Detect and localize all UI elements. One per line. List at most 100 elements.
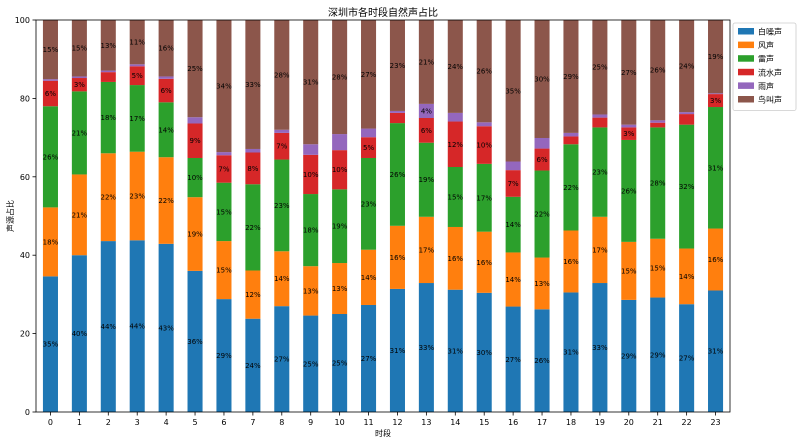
bar-segment-风声-20 [621, 241, 637, 300]
bar-segment-雷声-4 [158, 102, 174, 158]
bar-value-label: 32% [679, 183, 695, 191]
x-tick-label: 20 [624, 418, 634, 427]
bar-segment-风声-18 [563, 230, 579, 293]
legend-swatch [738, 28, 754, 35]
x-tick-label: 9 [308, 418, 313, 427]
bar-value-label: 24% [245, 362, 261, 370]
bar-segment-雨声-1 [71, 76, 87, 79]
bar-segment-风声-17 [534, 257, 550, 310]
bar-segment-风声-0 [42, 207, 58, 277]
legend-swatch [738, 96, 754, 103]
bar-value-label: 31% [448, 347, 464, 355]
bar-value-label: 31% [708, 348, 724, 356]
bar-segment-流水声-0 [42, 80, 58, 107]
chart-title: 深圳市各时段自然声占比 [328, 6, 438, 19]
bar-value-label: 27% [274, 356, 290, 364]
bar-segment-白噪声-18 [563, 292, 579, 412]
bar-value-label: 29% [563, 73, 579, 81]
x-tick-label: 13 [421, 418, 431, 427]
bar-value-label: 44% [129, 323, 145, 331]
bar-segment-流水声-8 [274, 132, 290, 160]
x-tick-label: 6 [221, 418, 226, 427]
bar-segment-白噪声-23 [708, 290, 724, 412]
bar-segment-雨声-22 [679, 112, 695, 115]
bar-segment-白噪声-16 [505, 306, 521, 412]
bar-value-label: 31% [303, 79, 319, 87]
bar-value-label: 12% [448, 141, 464, 149]
bar-segment-流水声-23 [708, 94, 724, 108]
bar-value-label: 12% [245, 291, 261, 299]
bar-segment-雷声-12 [389, 123, 405, 226]
bar-value-label: 29% [650, 351, 666, 359]
bar-segment-流水声-1 [71, 78, 87, 92]
bar-segment-流水声-7 [245, 152, 261, 185]
legend-swatch [738, 82, 754, 89]
bar-segment-雨声-10 [332, 134, 348, 151]
bar-segment-雨声-16 [505, 161, 521, 171]
bar-value-label: 33% [245, 81, 261, 89]
bar-segment-雨声-15 [476, 122, 492, 127]
bar-segment-风声-16 [505, 252, 521, 307]
bar-segment-流水声-20 [621, 127, 637, 140]
bar-segment-风声-14 [447, 226, 463, 290]
bar-value-label: 27% [361, 355, 377, 363]
x-tick-label: 2 [106, 418, 111, 427]
bar-value-label: 16% [476, 259, 492, 267]
bar-segment-雨声-0 [42, 79, 58, 81]
bar-value-label: 16% [158, 45, 174, 53]
legend-swatch [738, 68, 754, 76]
bar-segment-雨声-19 [592, 114, 608, 118]
bar-value-label: 25% [332, 360, 348, 368]
bar-segment-雷声-8 [274, 159, 290, 252]
bar-value-label: 13% [534, 280, 550, 288]
bar-value-label: 43% [158, 324, 174, 332]
bar-value-label: 3% [623, 130, 634, 138]
bar-value-label: 18% [101, 114, 117, 122]
bar-value-label: 7% [508, 180, 519, 188]
bar-segment-雨声-14 [447, 112, 463, 122]
bar-segment-雷声-10 [332, 189, 348, 264]
bar-segment-风声-21 [650, 238, 666, 298]
bar-value-label: 15% [448, 193, 464, 201]
bar-segment-鸟叫声-15 [476, 20, 492, 123]
bar-segment-鸟叫声-7 [245, 20, 261, 149]
bar-segment-雷声-13 [418, 142, 434, 217]
bar-segment-流水声-18 [563, 136, 579, 145]
bar-value-label: 5% [132, 72, 143, 80]
bar-segment-流水声-9 [303, 154, 319, 195]
plot-frame [35, 19, 731, 413]
bar-value-label: 33% [419, 344, 435, 352]
bar-value-label: 33% [592, 344, 608, 352]
bar-segment-白噪声-19 [592, 283, 608, 412]
bar-segment-鸟叫声-11 [361, 20, 377, 129]
bar-value-label: 23% [390, 62, 406, 70]
bar-value-label: 21% [72, 129, 88, 137]
bar-value-label: 10% [303, 171, 319, 179]
bar-value-label: 25% [187, 65, 203, 73]
bar-value-label: 5% [363, 144, 374, 152]
y-tick-label: 40 [20, 251, 30, 260]
bar-segment-鸟叫声-12 [389, 20, 405, 111]
bar-value-label: 4% [421, 107, 432, 115]
bar-labels-layer: 35% 18% 26% 6% 15% 40% 21% 21% 3% 15% 44% 22% 18% 13%… [43, 39, 724, 370]
bar-value-label: 6% [45, 90, 56, 98]
bar-segment-雷声-11 [361, 157, 377, 250]
bar-segment-雨声-11 [361, 128, 377, 138]
bar-segment-鸟叫声-18 [563, 20, 579, 133]
x-tick-label: 21 [653, 418, 663, 427]
bar-segment-风声-23 [708, 228, 724, 291]
bar-value-label: 22% [101, 194, 117, 202]
bar-value-label: 26% [650, 67, 666, 75]
x-tick-label: 18 [566, 418, 576, 427]
bar-value-label: 26% [390, 171, 406, 179]
bar-value-label: 36% [187, 338, 203, 346]
bar-value-label: 3% [710, 97, 721, 105]
bar-segment-流水声-15 [476, 126, 492, 164]
bar-value-label: 40% [72, 330, 88, 338]
bar-segment-流水声-22 [679, 114, 695, 125]
bar-value-label: 7% [218, 165, 229, 173]
bar-segment-白噪声-5 [187, 270, 203, 412]
bar-segment-雷声-16 [505, 196, 521, 253]
bar-value-label: 14% [505, 221, 521, 229]
